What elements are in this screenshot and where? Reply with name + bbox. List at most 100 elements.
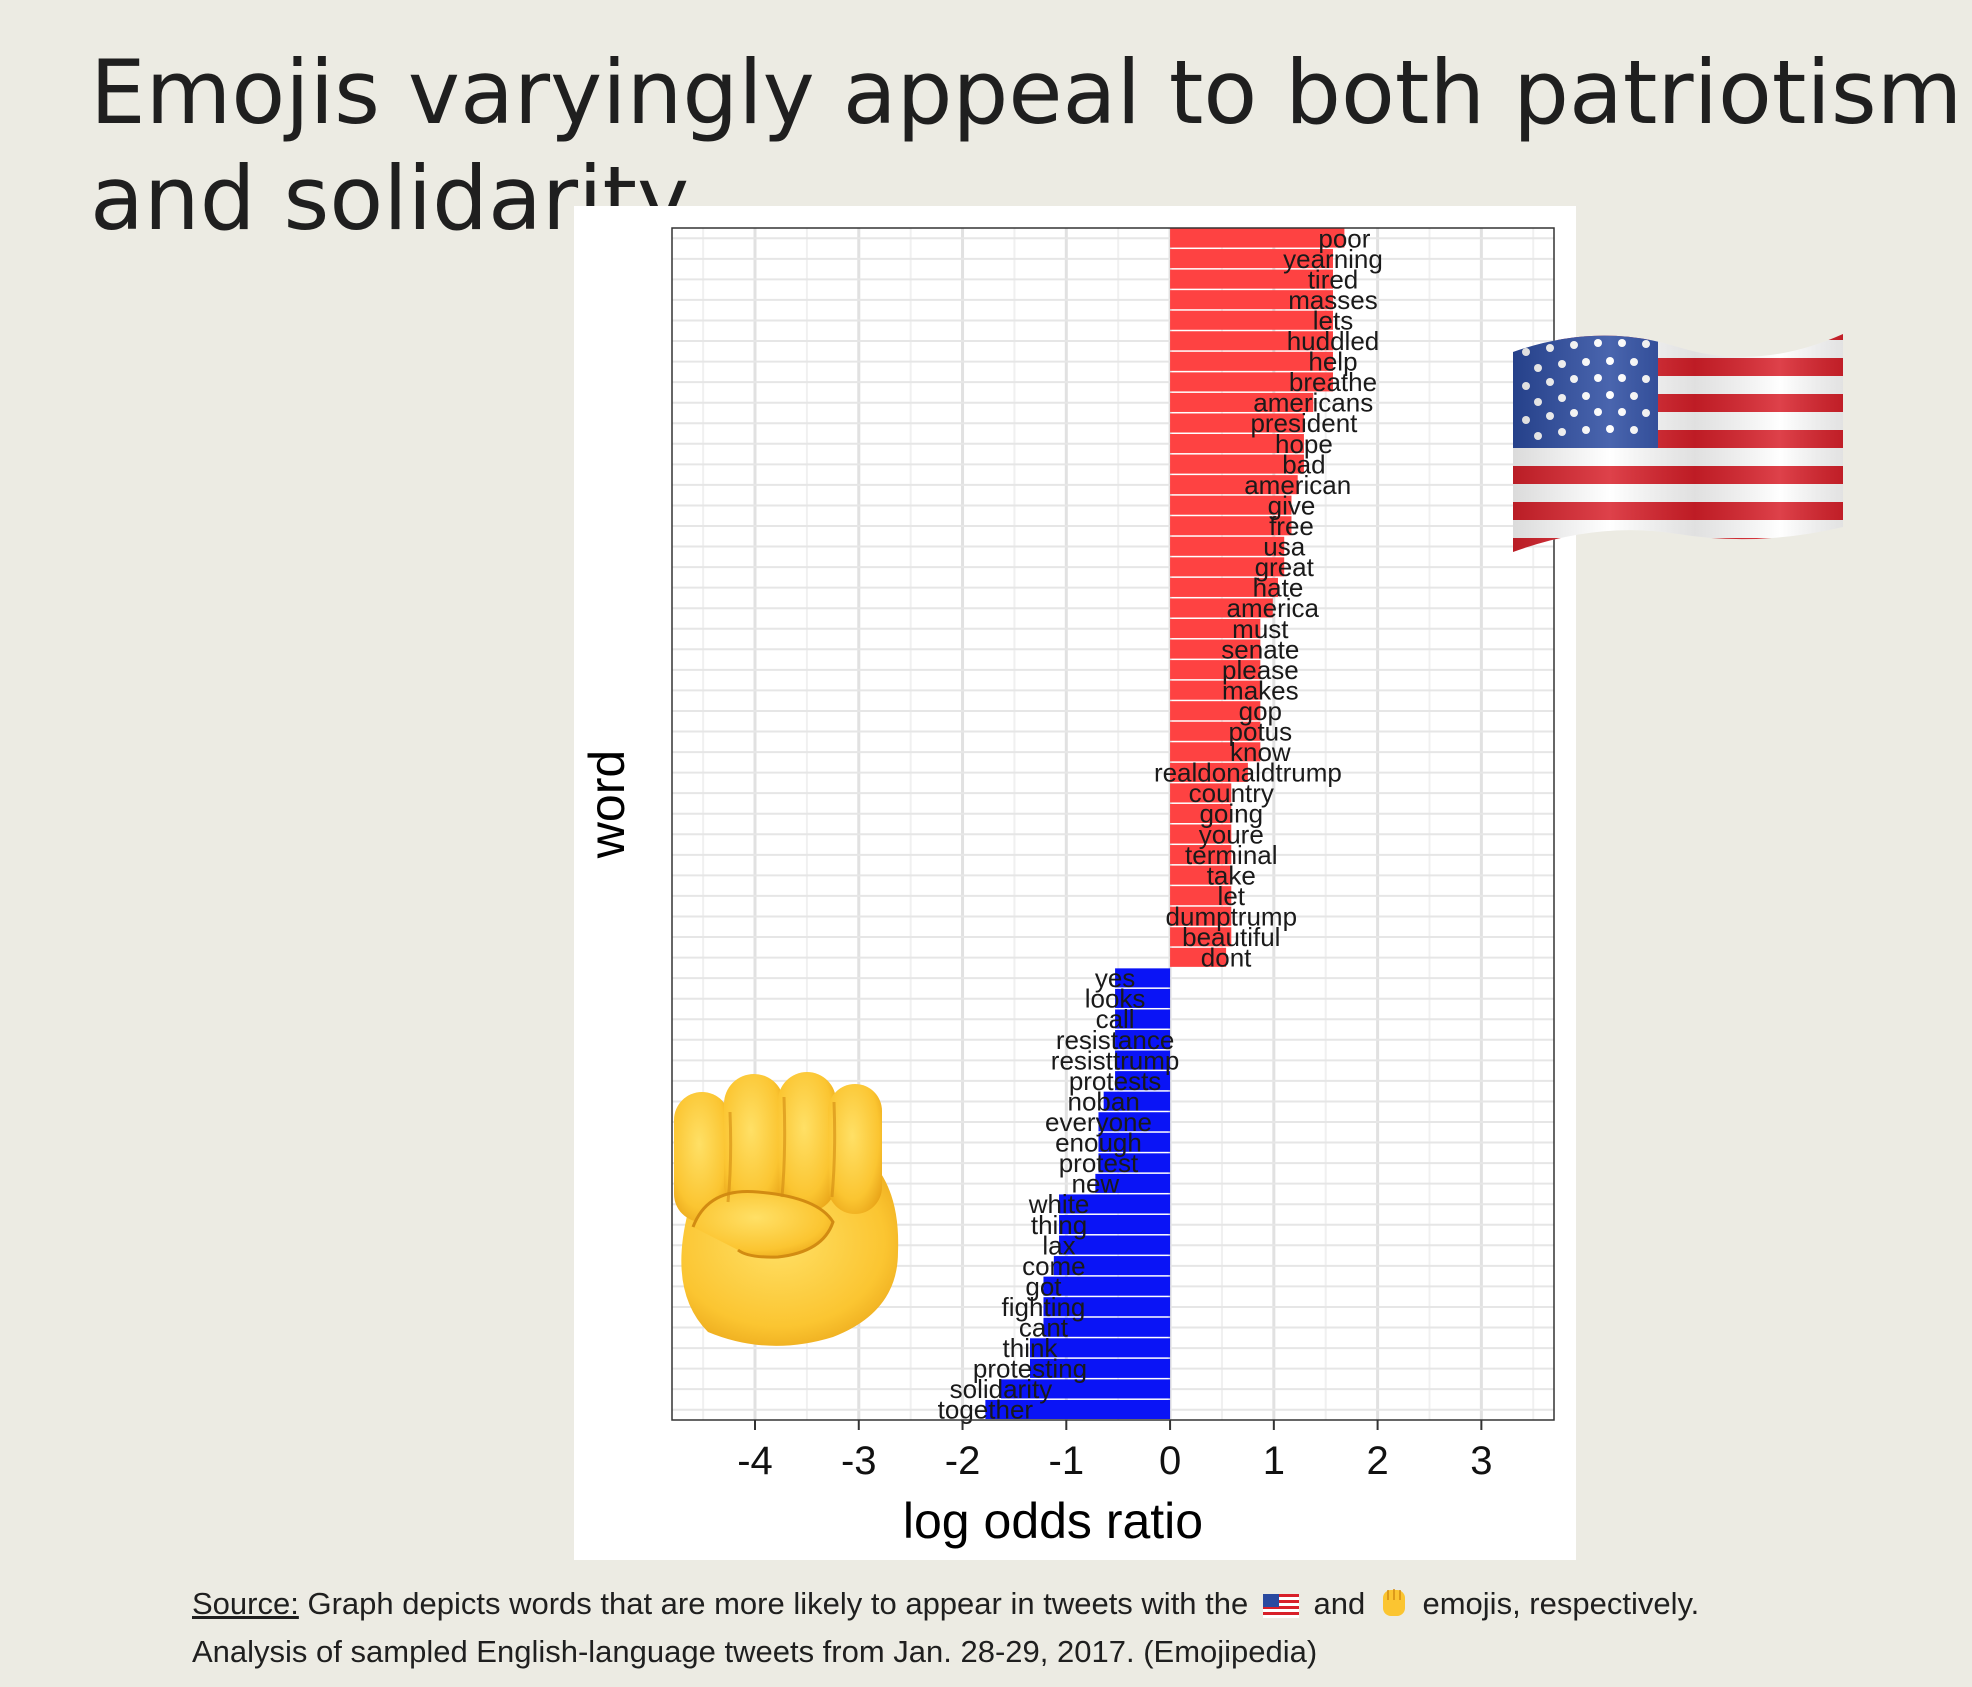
word-label-america: america (1227, 593, 1320, 623)
word-label-masses: masses (1288, 285, 1378, 315)
source-line-1: Source: Graph depicts words that are mor… (192, 1582, 1952, 1630)
word-label-breathe: breathe (1289, 367, 1377, 397)
word-label-come: come (1022, 1251, 1086, 1281)
bar-gop (1170, 701, 1261, 721)
plot-border (671, 227, 1555, 1421)
x-tick-label: -1 (1049, 1439, 1085, 1483)
word-label-huddled: huddled (1287, 326, 1380, 356)
word-label-americans: americans (1253, 388, 1373, 418)
bar-everyone (1098, 1112, 1171, 1132)
bar-cant (1043, 1317, 1171, 1337)
bar-senate (1170, 639, 1261, 659)
word-label-president: president (1250, 408, 1358, 438)
word-label-please: please (1222, 655, 1299, 685)
x-tick-label: 2 (1366, 1439, 1388, 1483)
bar-free (1170, 516, 1292, 536)
word-label-going: going (1199, 799, 1263, 829)
x-tick-label: 3 (1470, 1439, 1492, 1483)
bar-potus (1170, 721, 1261, 741)
bar-terminal (1170, 845, 1232, 865)
bar-american (1170, 475, 1298, 495)
word-label-noban: noban (1068, 1086, 1140, 1116)
word-label-yearning: yearning (1283, 244, 1383, 274)
us-flag-mini-icon (1262, 1586, 1299, 1630)
bar-solidarity (1000, 1379, 1171, 1399)
source-label: Source: (192, 1586, 299, 1621)
bar-know (1170, 742, 1261, 762)
bar-breathe (1170, 372, 1333, 392)
x-tick-label: -3 (841, 1439, 877, 1483)
bar-enough (1098, 1132, 1171, 1152)
bar-protests (1115, 1071, 1171, 1091)
bar-hope (1170, 434, 1304, 454)
bar-think (1029, 1338, 1171, 1358)
word-label-protesting: protesting (973, 1354, 1087, 1384)
source-line-2: Analysis of sampled English-language twe… (192, 1634, 1318, 1669)
bar-beautiful (1170, 927, 1232, 947)
source-text-middle: and (1313, 1586, 1366, 1621)
bar-tired (1170, 269, 1333, 289)
word-label-lets: lets (1313, 305, 1353, 335)
bar-dumptrump (1170, 906, 1232, 926)
bar-going (1170, 803, 1232, 823)
word-label-resisttrump: resisttrump (1051, 1045, 1180, 1075)
bar-masses (1170, 290, 1333, 310)
bar-thing (1059, 1214, 1171, 1235)
bar-lax (1059, 1235, 1171, 1255)
bar-give (1170, 495, 1292, 515)
word-label-youre: youre (1199, 819, 1264, 849)
word-label-yes: yes (1095, 963, 1135, 993)
bar-got (1043, 1276, 1171, 1296)
word-label-know: know (1230, 737, 1291, 767)
bar-bad (1170, 454, 1304, 474)
bar-must (1170, 618, 1261, 639)
bar-realdonaldtrump (1170, 762, 1248, 782)
source-note: Source: Graph depicts words that are mor… (192, 1582, 1952, 1674)
x-tick-label: 0 (1159, 1439, 1181, 1483)
bar-yearning (1170, 249, 1333, 269)
word-label-call: call (1096, 1004, 1135, 1034)
bar-country (1170, 783, 1232, 803)
bar-youre (1170, 824, 1232, 844)
raised-fist-mini-icon (1380, 1586, 1408, 1630)
bar-president (1170, 413, 1304, 433)
word-label-give: give (1268, 490, 1316, 520)
word-label-free: free (1269, 511, 1314, 541)
bar-new (1095, 1173, 1171, 1193)
word-label-great: great (1255, 552, 1315, 582)
word-label-american: american (1244, 470, 1351, 500)
word-label-help: help (1308, 347, 1357, 377)
word-label-enough: enough (1055, 1128, 1142, 1158)
raised-fist-icon (648, 1052, 908, 1357)
us-flag-icon (1508, 322, 1848, 567)
x-axis-title: log odds ratio (903, 1493, 1203, 1549)
bar-help (1170, 351, 1333, 371)
bar-fighting (1043, 1297, 1171, 1317)
word-label-cant: cant (1019, 1313, 1069, 1343)
word-label-white: white (1028, 1189, 1090, 1219)
x-tick-label: -2 (945, 1439, 981, 1483)
word-label-let: let (1218, 881, 1246, 911)
word-label-looks: looks (1085, 984, 1146, 1014)
word-label-think: think (1003, 1333, 1059, 1363)
bar-noban (1103, 1091, 1171, 1111)
slide-title: Emojis varyingly appeal to both patrioti… (90, 40, 1962, 252)
bar-protest (1098, 1153, 1171, 1173)
bar-yes (1115, 968, 1171, 988)
word-label-must: must (1232, 614, 1289, 644)
word-label-beautiful: beautiful (1182, 922, 1280, 952)
bar-call (1115, 1009, 1171, 1029)
bar-poor (1170, 228, 1345, 248)
word-label-protest: protest (1059, 1148, 1139, 1178)
source-text-before: Graph depicts words that are more likely… (298, 1586, 1249, 1621)
bar-usa (1170, 536, 1285, 556)
word-label-senate: senate (1221, 634, 1299, 664)
word-label-protests: protests (1069, 1066, 1162, 1096)
word-label-gop: gop (1239, 696, 1282, 726)
bar-protesting (1029, 1358, 1171, 1378)
bar-america (1170, 598, 1273, 618)
word-label-new: new (1072, 1169, 1120, 1199)
bar-white (1059, 1194, 1171, 1214)
x-tick-label: 1 (1263, 1439, 1285, 1483)
y-axis-title: word (579, 750, 635, 859)
